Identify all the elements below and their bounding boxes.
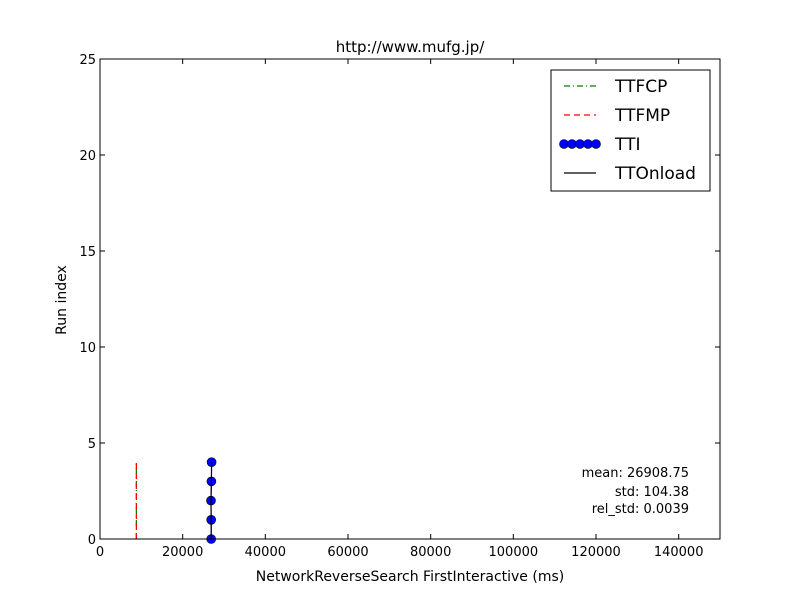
legend-marker-tti [559,139,569,149]
y-tick-label: 10 [79,341,96,356]
x-tick-label: 20000 [162,545,203,560]
y-tick-label: 5 [88,437,96,452]
x-axis: 0 20000 40000 60000 80000 100000 120000 140000 [96,59,704,560]
stats-rel-std: rel_std: 0.0039 [592,502,689,517]
legend-marker-tti [591,139,601,149]
y-tick-label: 25 [79,53,96,68]
y-tick-label: 20 [79,149,96,164]
legend-label-ttonload: TTOnload [614,164,696,184]
legend-marker-tti [567,139,577,149]
x-axis-label: NetworkReverseSearch FirstInteractive (m… [256,569,564,585]
legend-marker-tti [575,139,585,149]
stats-mean: mean: 26908.75 [582,466,689,481]
plot-frame [99,58,721,540]
legend: TTFCP TTFMP TTI TTOnload [550,69,711,192]
legend-marker-tti [583,139,593,149]
x-tick-label: 40000 [245,545,286,560]
chart-title: http://www.mufg.jp/ [336,38,486,56]
stats-std: std: 104.38 [615,485,689,500]
legend-label-ttfcp: TTFCP [614,77,667,97]
legend-label-ttfmp: TTFMP [614,106,670,126]
x-tick-label: 80000 [410,545,451,560]
x-tick-label: 100000 [489,545,539,560]
y-axis: 0 5 10 15 20 25 [79,53,720,548]
legend-label-tti: TTI [614,135,640,155]
legend-box [550,69,711,192]
y-tick-label: 15 [79,245,96,260]
x-tick-label: 0 [96,545,104,560]
x-tick-label: 140000 [654,545,704,560]
x-tick-label: 120000 [571,545,621,560]
plot-area [135,457,217,544]
y-axis-label: Run index [54,265,70,335]
stats-annotation: mean: 26908.75 std: 104.38 rel_std: 0.00… [582,466,689,517]
x-tick-label: 60000 [327,545,368,560]
series-line-ttonload [210,462,213,539]
y-tick-label: 0 [88,533,96,548]
